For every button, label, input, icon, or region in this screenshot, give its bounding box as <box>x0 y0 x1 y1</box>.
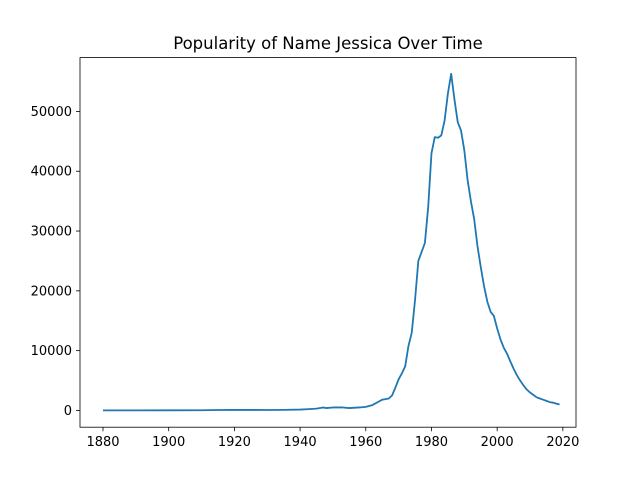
y-tick-label: 20000 <box>31 284 72 299</box>
y-tick-label: 40000 <box>31 165 72 180</box>
plot-frame <box>79 57 577 428</box>
x-tick-label: 1900 <box>152 435 185 450</box>
y-tick-label: 50000 <box>31 105 72 120</box>
x-tick-label: 1960 <box>349 435 382 450</box>
x-tick-label: 2000 <box>481 435 514 450</box>
chart-title: Popularity of Name Jessica Over Time <box>173 34 483 53</box>
x-tick-label: 2020 <box>546 435 579 450</box>
series-line <box>102 72 560 412</box>
x-tick-label: 1980 <box>415 435 448 450</box>
x-tick-label: 1880 <box>86 435 119 450</box>
y-tick-label: 0 <box>64 404 72 419</box>
x-tick-label: 1920 <box>218 435 251 450</box>
x-tick-label: 1940 <box>284 435 317 450</box>
y-tick-label: 10000 <box>31 344 72 359</box>
plot-area: 1880 1900 1920 1940 1960 1980 2000 2020 0 10000 20… <box>31 72 579 450</box>
y-tick-label: 30000 <box>31 225 72 240</box>
